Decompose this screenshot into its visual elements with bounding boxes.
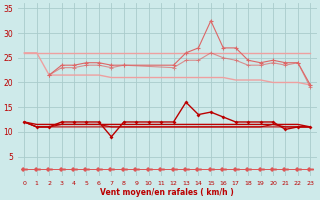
X-axis label: Vent moyen/en rafales ( km/h ): Vent moyen/en rafales ( km/h )	[100, 188, 234, 197]
